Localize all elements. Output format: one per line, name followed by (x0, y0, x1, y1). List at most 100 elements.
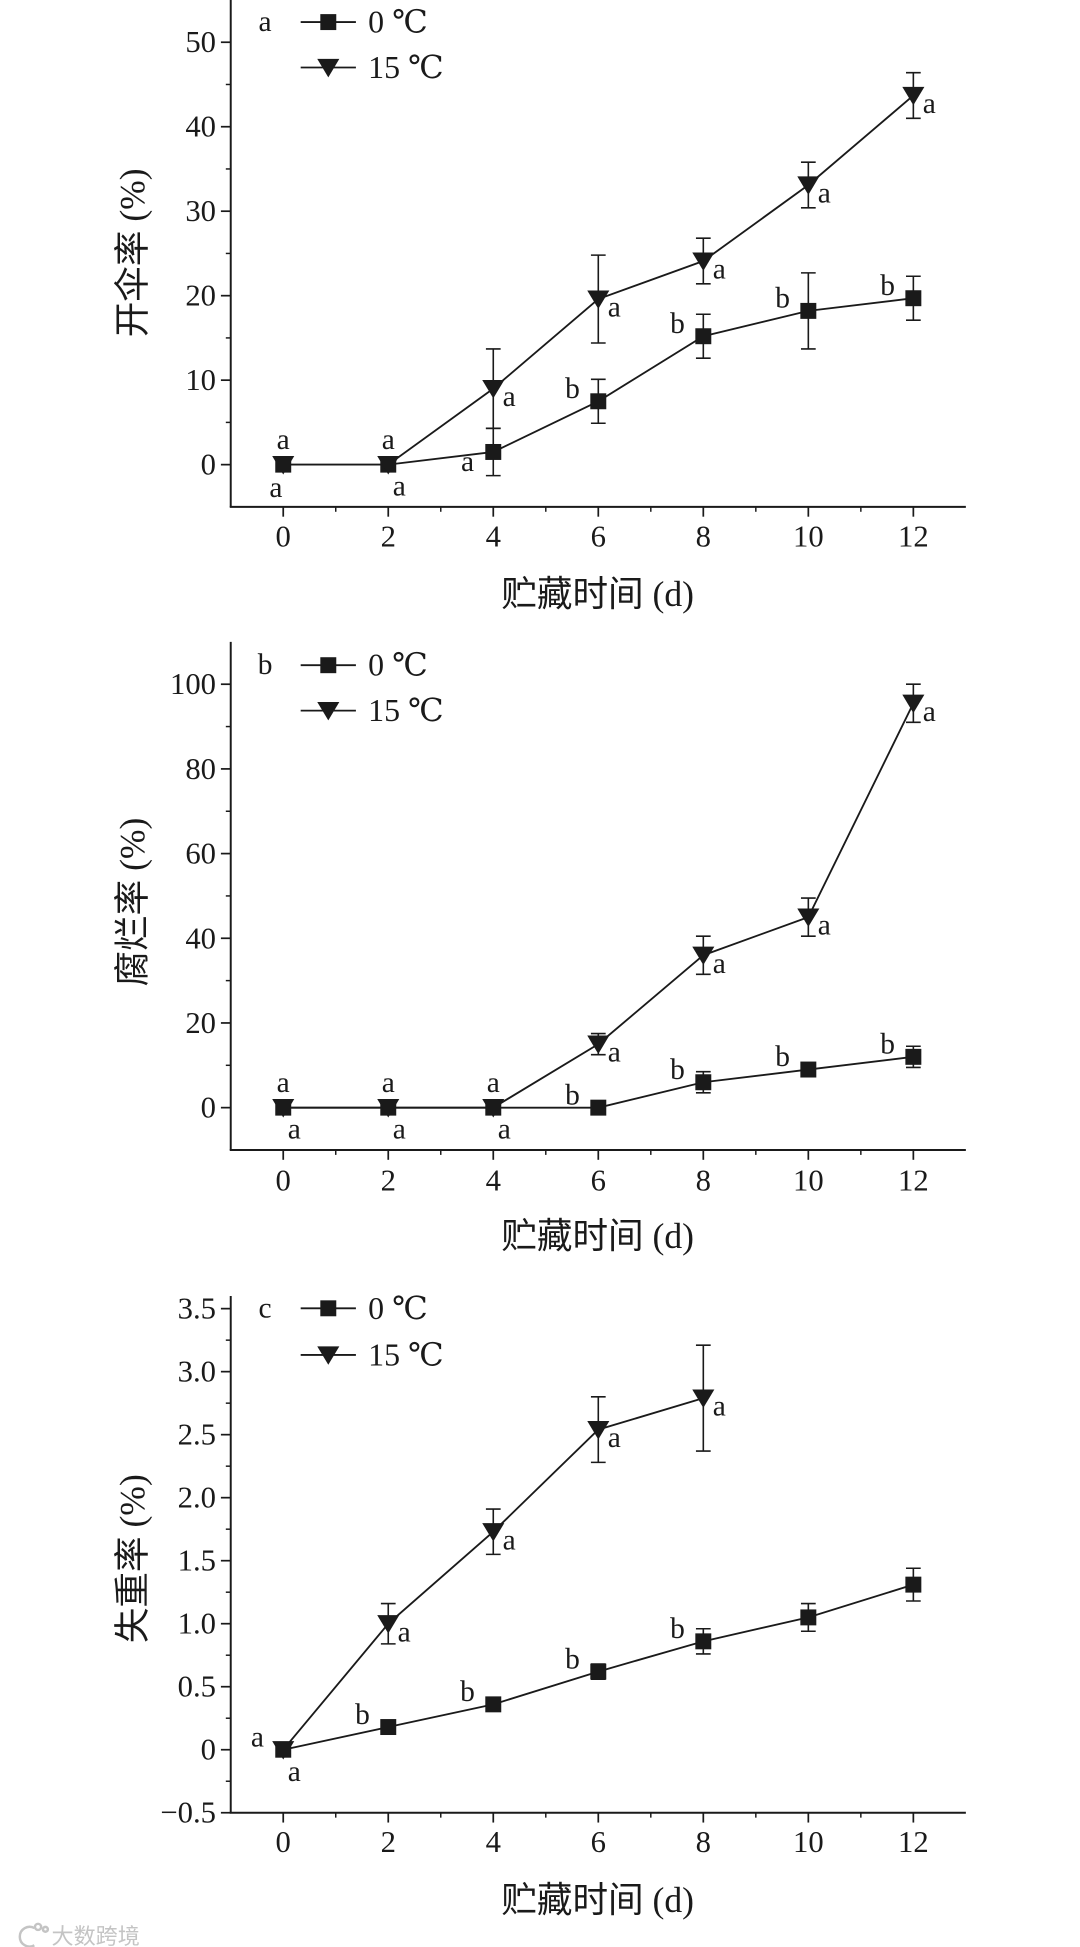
legend-marker (317, 1346, 340, 1365)
x-tick-label: 0 (276, 519, 291, 553)
significance-letter-s1-0: a (277, 424, 290, 456)
x-tick-label: 10 (793, 1164, 824, 1198)
y-tick-label: 0 (201, 448, 216, 482)
y-tick-label: 0.5 (178, 1670, 216, 1704)
point-s1-6 (905, 290, 922, 307)
legend-label: 15 ℃ (368, 693, 444, 728)
point-s1-3 (590, 1663, 607, 1680)
y-tick-label: 40 (185, 921, 216, 955)
legend-label: 0 ℃ (368, 5, 428, 40)
point-s2-0 (272, 1099, 295, 1118)
significance-letter-s1-2: a (487, 1067, 500, 1099)
significance-letter-s2-2: a (503, 381, 516, 413)
x-tick-label: 8 (696, 1164, 711, 1198)
point-s2-6 (902, 694, 925, 714)
y-tick-label: 20 (185, 1006, 216, 1040)
significance-letter-s1-5: b (775, 1041, 790, 1073)
significance-letter-s2-4: a (713, 948, 726, 980)
legend-label: 15 ℃ (368, 1337, 444, 1372)
x-tick-label: 8 (696, 1825, 711, 1859)
significance-letter-s2-2: a (503, 1524, 516, 1556)
point-s2-4 (692, 946, 715, 966)
legend-entry-1: 0 ℃ (300, 5, 428, 40)
point-s2-4 (692, 1389, 715, 1408)
significance-letter-s2-3: a (608, 1037, 621, 1069)
y-tick-label: 20 (185, 279, 216, 313)
x-tick-label: 2 (381, 1825, 396, 1859)
significance-letter-s1-4: b (670, 1054, 685, 1086)
point-s1-6 (905, 1576, 922, 1593)
x-tick-label: 4 (486, 519, 501, 553)
significance-letter-s2-3: a (608, 292, 621, 324)
legend-marker (317, 58, 340, 78)
y-tick-label: 3.0 (178, 1355, 216, 1389)
point-s2-3 (587, 1035, 610, 1054)
panel-letter: c (259, 1292, 272, 1324)
point-s2-6 (902, 86, 925, 106)
significance-letter-s1-6: b (880, 270, 895, 302)
legend-entry-2: 15 ℃ (300, 693, 444, 728)
x-tick-label: 6 (591, 1164, 606, 1198)
legend-entry-1: 0 ℃ (300, 1291, 428, 1326)
legend-marker (317, 702, 340, 721)
y-tick-label: 60 (185, 837, 216, 871)
significance-letter-s2-1: a (393, 471, 406, 503)
significance-letter-s1-3: b (565, 373, 580, 405)
y-tick-label: 50 (185, 25, 216, 59)
point-s2-3 (587, 1421, 610, 1440)
significance-letter-s1-4: b (670, 308, 685, 340)
y-tick-label: 10 (185, 363, 216, 397)
point-s2-3 (587, 290, 610, 309)
y-tick-label: −0.5 (160, 1796, 216, 1830)
significance-letter-s1-0: a (251, 1721, 264, 1753)
x-tick-label: 10 (793, 1825, 824, 1859)
watermark: 大数跨境 (18, 1922, 140, 1947)
y-tick-label: 1.5 (178, 1544, 216, 1578)
legend-entry-2: 15 ℃ (300, 50, 444, 85)
y-tick-label: 30 (185, 194, 216, 228)
x-tick-label: 4 (486, 1825, 501, 1859)
x-tick-label: 12 (898, 519, 929, 553)
significance-letter-s1-2: a (461, 446, 474, 478)
point-s1-3 (590, 1099, 607, 1116)
x-tick-label: 6 (591, 1825, 606, 1859)
legend-entry-2: 15 ℃ (300, 1337, 444, 1372)
point-s2-0 (272, 456, 295, 475)
y-axis-title: 腐烂率 (%) (113, 818, 153, 987)
legend-marker (320, 14, 337, 31)
significance-letter-s1-3: b (565, 1079, 580, 1111)
point-s2-1 (377, 1615, 400, 1634)
point-s2-1 (377, 456, 400, 475)
x-tick-label: 2 (381, 1164, 396, 1198)
point-s2-2 (482, 1099, 505, 1118)
watermark-text: 大数跨境 (52, 1924, 140, 1947)
significance-letter-s2-0: a (288, 1114, 301, 1146)
significance-letter-s2-4: a (713, 254, 726, 286)
panel-c: 0 2 4 6 8 10 12 −0.5 0 0.5 1.0 1.5 2.0 2.5 3.0 3.5 贮藏时间 … (113, 1291, 966, 1920)
significance-letter-s2-0: a (269, 472, 282, 504)
significance-letter-s2-4: a (713, 1391, 726, 1423)
legend-label: 15 ℃ (368, 50, 444, 85)
significance-letter-s1-1: b (355, 1699, 370, 1731)
y-tick-label: 100 (170, 667, 216, 701)
point-s1-6 (905, 1048, 922, 1065)
significance-letter-s1-5: b (775, 283, 790, 315)
significance-letter-s1-2: b (460, 1676, 475, 1708)
y-axis-title: 失重率 (%) (113, 1474, 153, 1643)
point-s2-4 (692, 252, 715, 271)
significance-letter-s2-6: a (923, 88, 936, 120)
point-s1-2 (485, 443, 502, 460)
legend-entry-1: 0 ℃ (300, 648, 428, 683)
x-tick-label: 0 (276, 1164, 291, 1198)
point-s1-1 (380, 1719, 397, 1736)
significance-letter-s2-1: a (393, 1114, 406, 1146)
point-s1-4 (695, 328, 712, 345)
point-s1-5 (800, 1609, 817, 1626)
point-s2-5 (797, 176, 820, 195)
series-2: a a a a a (272, 1344, 726, 1788)
